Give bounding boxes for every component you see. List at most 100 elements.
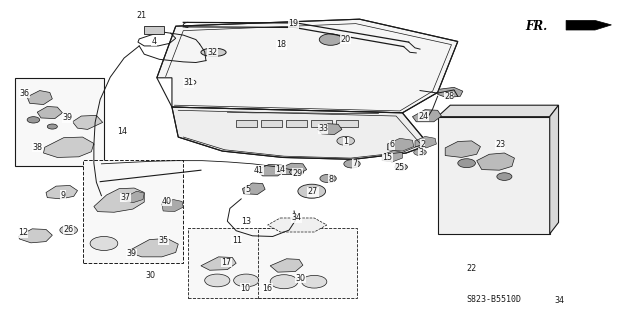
Circle shape — [186, 80, 196, 85]
Polygon shape — [235, 121, 257, 127]
Text: 14: 14 — [275, 165, 285, 174]
Text: 9: 9 — [61, 190, 66, 200]
Polygon shape — [445, 141, 480, 157]
Polygon shape — [311, 121, 333, 127]
Text: 32: 32 — [207, 48, 217, 57]
Text: 12: 12 — [18, 228, 28, 237]
Text: 7: 7 — [352, 159, 357, 168]
Polygon shape — [286, 121, 307, 127]
Polygon shape — [27, 91, 52, 105]
Text: 38: 38 — [32, 143, 42, 152]
Polygon shape — [382, 150, 403, 162]
Text: 29: 29 — [293, 169, 303, 178]
Polygon shape — [438, 105, 558, 117]
Polygon shape — [73, 116, 103, 129]
Circle shape — [47, 124, 57, 129]
Circle shape — [302, 275, 327, 288]
Polygon shape — [318, 124, 342, 134]
Polygon shape — [18, 229, 52, 243]
Polygon shape — [415, 136, 437, 148]
Circle shape — [290, 169, 304, 176]
Text: 4: 4 — [151, 37, 156, 46]
Text: 5: 5 — [245, 185, 250, 194]
Circle shape — [60, 226, 78, 235]
Polygon shape — [261, 121, 282, 127]
Text: 34: 34 — [555, 296, 565, 305]
Text: 19: 19 — [288, 19, 298, 28]
Text: 11: 11 — [232, 236, 242, 245]
Polygon shape — [124, 191, 144, 203]
Text: 18: 18 — [276, 40, 286, 49]
Text: 26: 26 — [64, 225, 74, 234]
Polygon shape — [387, 138, 414, 151]
Text: 37: 37 — [121, 193, 131, 202]
Text: 3: 3 — [419, 148, 424, 157]
Text: S823-B5510D: S823-B5510D — [466, 295, 522, 304]
Text: 16: 16 — [262, 284, 273, 292]
Text: 25: 25 — [395, 163, 405, 172]
Text: 23: 23 — [495, 140, 505, 149]
Polygon shape — [550, 105, 558, 234]
Text: 27: 27 — [308, 188, 318, 196]
Circle shape — [337, 136, 355, 145]
Text: 35: 35 — [158, 236, 168, 245]
Polygon shape — [172, 107, 429, 159]
Polygon shape — [566, 20, 611, 30]
Text: 20: 20 — [341, 35, 351, 44]
Polygon shape — [413, 110, 442, 122]
Text: 1: 1 — [343, 137, 348, 146]
Text: 22: 22 — [466, 264, 477, 274]
Circle shape — [204, 274, 230, 287]
Polygon shape — [46, 186, 78, 199]
Text: 33: 33 — [318, 124, 328, 133]
Text: 8: 8 — [328, 175, 333, 184]
Circle shape — [344, 160, 360, 168]
Text: 15: 15 — [382, 153, 392, 162]
Polygon shape — [256, 164, 285, 176]
Text: 2: 2 — [420, 140, 425, 148]
Polygon shape — [201, 257, 236, 270]
Circle shape — [497, 173, 512, 180]
Polygon shape — [157, 19, 458, 113]
Circle shape — [320, 174, 336, 183]
Text: 40: 40 — [162, 197, 172, 206]
Text: 36: 36 — [20, 89, 30, 98]
Text: 41: 41 — [254, 166, 264, 175]
Polygon shape — [94, 188, 144, 212]
Text: 30: 30 — [295, 274, 305, 283]
Polygon shape — [44, 137, 94, 157]
Text: 17: 17 — [221, 258, 231, 267]
Text: 34: 34 — [292, 213, 302, 222]
Text: 14: 14 — [117, 127, 127, 136]
Bar — [83, 160, 183, 263]
Text: 30: 30 — [146, 271, 156, 280]
Circle shape — [27, 117, 40, 123]
Circle shape — [233, 274, 259, 287]
Text: 24: 24 — [419, 112, 429, 121]
Circle shape — [270, 275, 298, 289]
Polygon shape — [336, 121, 358, 127]
Polygon shape — [268, 218, 327, 232]
Text: 28: 28 — [444, 92, 454, 101]
Text: 39: 39 — [127, 250, 137, 259]
Bar — [188, 228, 300, 298]
Text: 21: 21 — [136, 12, 146, 20]
Text: 10: 10 — [240, 284, 250, 292]
Bar — [438, 117, 550, 234]
Polygon shape — [476, 153, 514, 170]
Polygon shape — [242, 183, 265, 195]
Polygon shape — [438, 87, 463, 98]
Circle shape — [90, 236, 118, 251]
Polygon shape — [270, 259, 303, 272]
Ellipse shape — [201, 48, 226, 56]
Circle shape — [319, 34, 342, 45]
Text: 6: 6 — [390, 140, 395, 149]
Text: 31: 31 — [184, 78, 193, 87]
Polygon shape — [37, 107, 62, 119]
Polygon shape — [278, 163, 307, 175]
Bar — [15, 78, 104, 166]
Circle shape — [414, 149, 427, 156]
Circle shape — [395, 164, 408, 170]
Circle shape — [458, 159, 475, 168]
Text: 13: 13 — [241, 217, 251, 226]
